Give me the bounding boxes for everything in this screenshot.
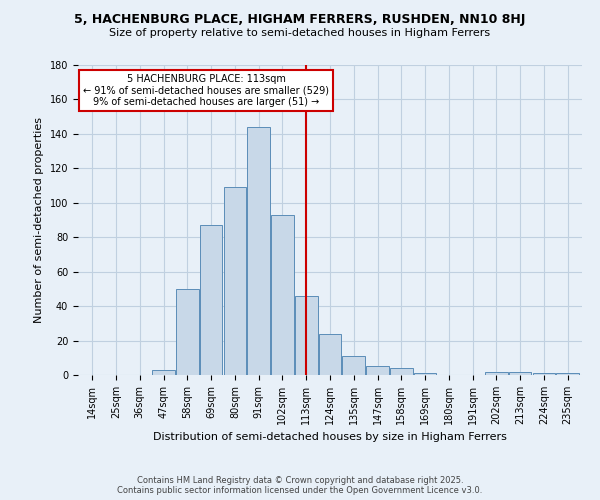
Bar (485, 372, 508, 375)
Y-axis label: Number of semi-detached properties: Number of semi-detached properties (34, 117, 44, 323)
Bar (556, 374, 579, 375)
Bar (152, 370, 175, 375)
Bar (533, 374, 555, 375)
Bar (509, 372, 532, 375)
Text: Contains HM Land Registry data © Crown copyright and database right 2025.
Contai: Contains HM Land Registry data © Crown c… (118, 476, 482, 495)
Text: 5 HACHENBURG PLACE: 113sqm
← 91% of semi-detached houses are smaller (529)
9% of: 5 HACHENBURG PLACE: 113sqm ← 91% of semi… (83, 74, 329, 107)
Bar (414, 374, 436, 375)
Bar (176, 289, 199, 375)
Bar (295, 296, 317, 375)
X-axis label: Distribution of semi-detached houses by size in Higham Ferrers: Distribution of semi-detached houses by … (153, 432, 507, 442)
Bar (319, 334, 341, 375)
Bar (390, 368, 413, 375)
Bar (343, 356, 365, 375)
Text: Size of property relative to semi-detached houses in Higham Ferrers: Size of property relative to semi-detach… (109, 28, 491, 38)
Text: 5, HACHENBURG PLACE, HIGHAM FERRERS, RUSHDEN, NN10 8HJ: 5, HACHENBURG PLACE, HIGHAM FERRERS, RUS… (74, 12, 526, 26)
Bar (200, 225, 223, 375)
Bar (247, 127, 270, 375)
Bar (271, 215, 294, 375)
Bar (366, 366, 389, 375)
Bar (224, 188, 246, 375)
